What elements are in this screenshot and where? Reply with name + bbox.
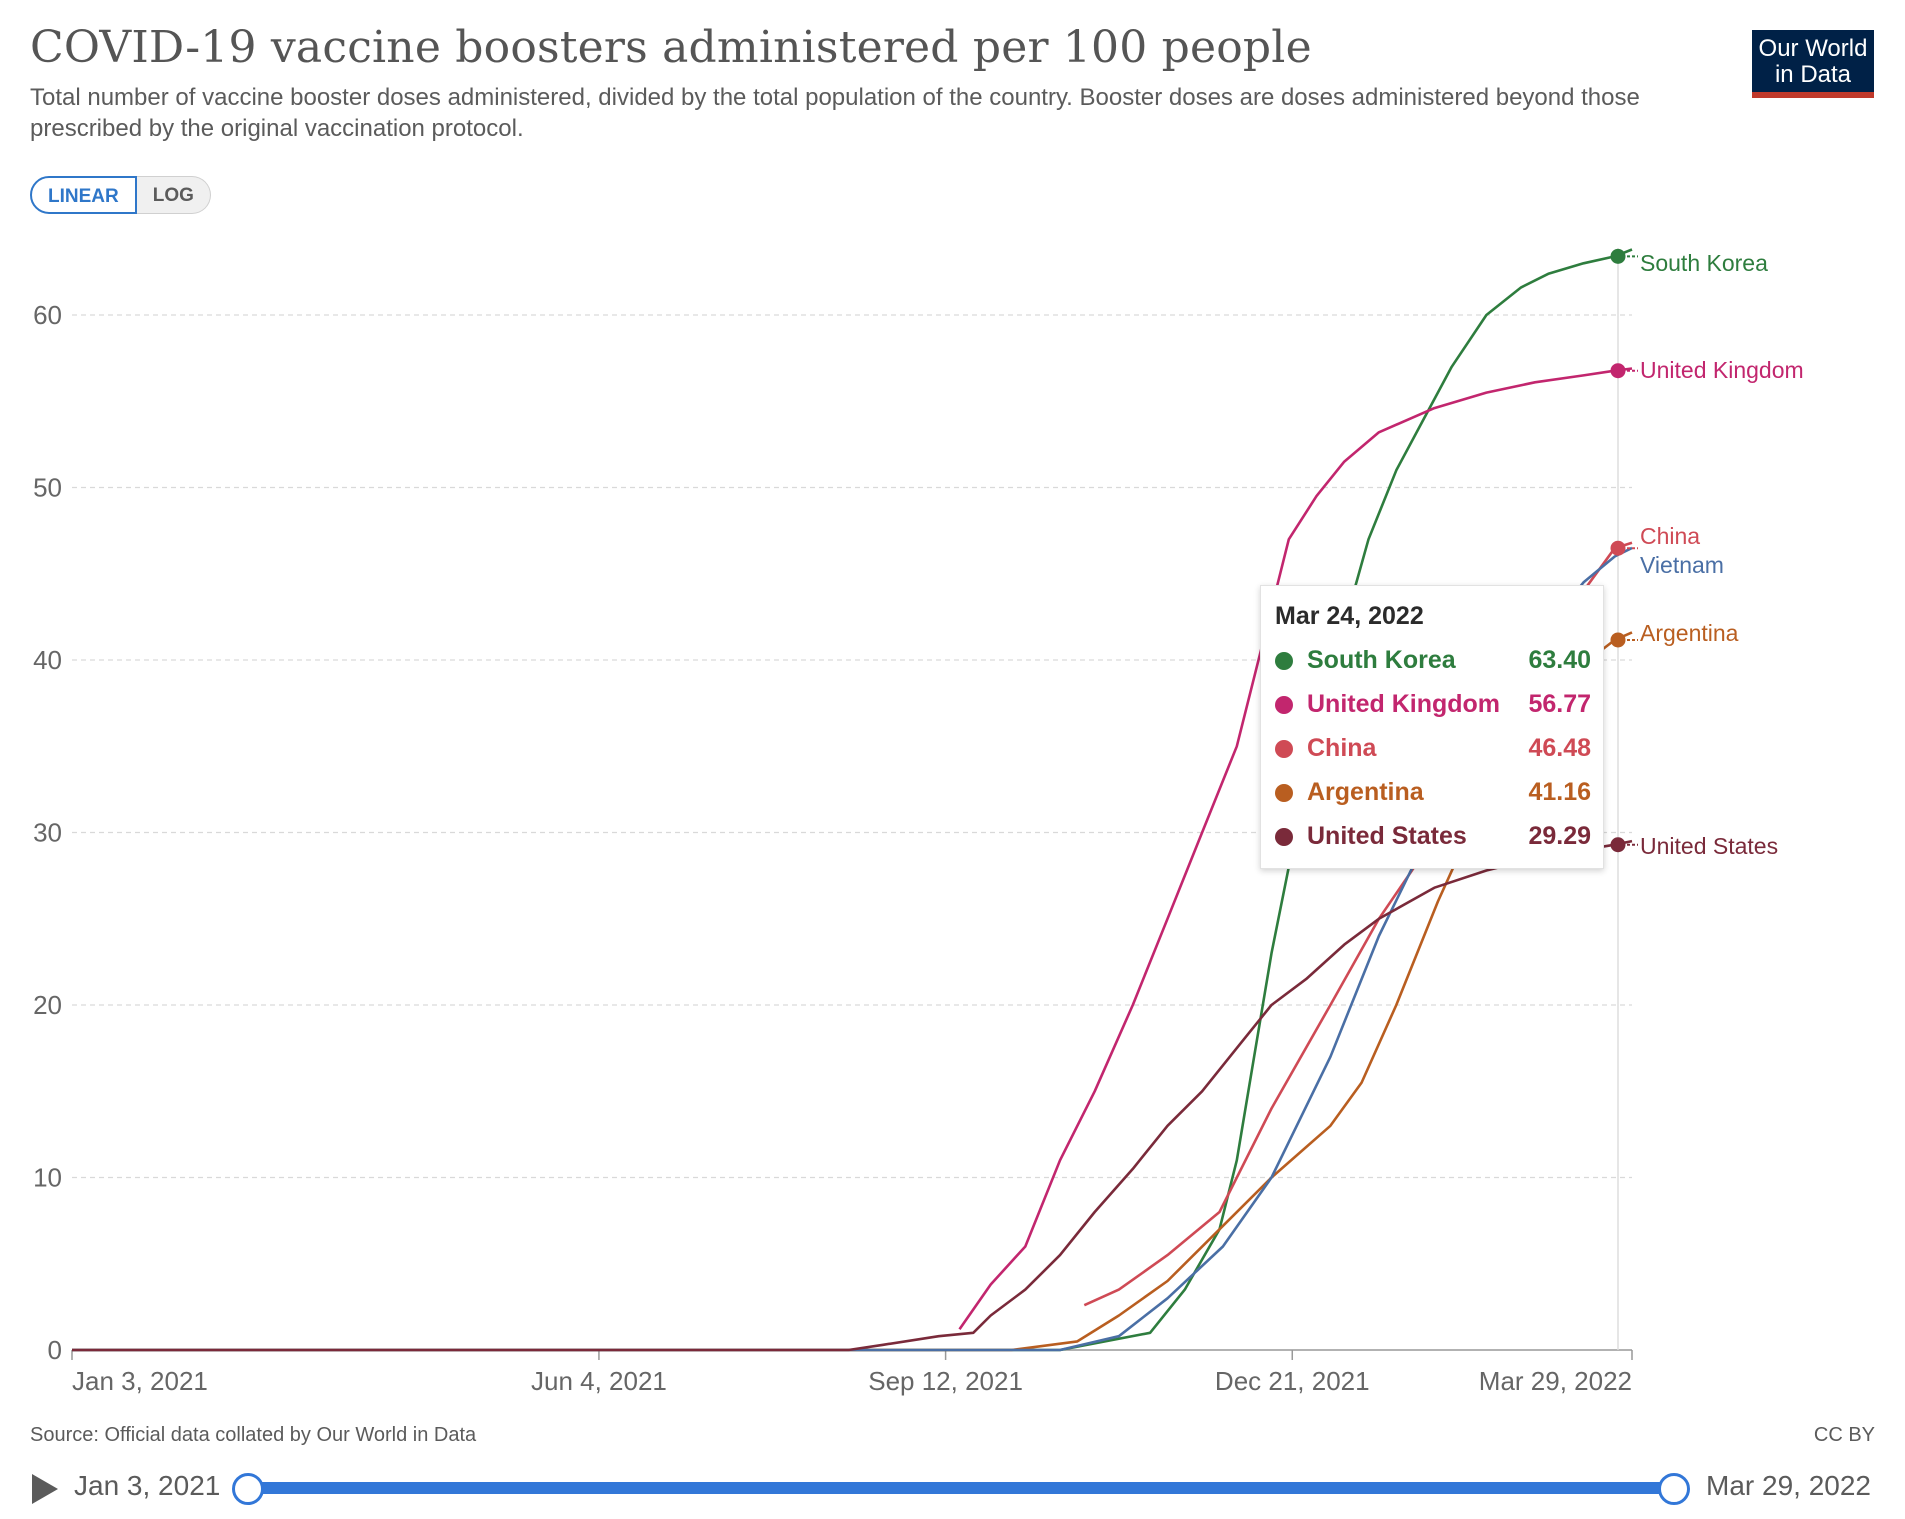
x-tick-label: Jan 3, 2021 <box>72 1366 208 1396</box>
tooltip-series-name: United Kingdom <box>1307 690 1501 718</box>
end-marker-united-kingdom <box>1610 363 1626 379</box>
end-label-vietnam[interactable]: Vietnam <box>1640 552 1724 578</box>
tooltip-series-value: 41.16 <box>1528 778 1591 806</box>
series-line-united-states[interactable] <box>72 839 1633 1352</box>
tooltip-row: South Korea 63.40 <box>1275 644 1591 678</box>
end-label-south-korea[interactable]: South Korea <box>1640 250 1768 276</box>
tooltip-dot <box>1275 828 1293 846</box>
series-line-united-kingdom[interactable] <box>958 367 1633 1331</box>
x-tick-label: Mar 29, 2022 <box>1479 1366 1632 1396</box>
end-marker-south-korea <box>1610 248 1626 264</box>
tooltip-series-value: 63.40 <box>1528 646 1591 674</box>
end-label-united-kingdom[interactable]: United Kingdom <box>1640 357 1804 383</box>
play-icon[interactable] <box>32 1474 58 1504</box>
tooltip-series-value: 46.48 <box>1528 734 1591 762</box>
y-tick-label: 40 <box>33 645 62 675</box>
tooltip-row: Argentina 41.16 <box>1275 776 1591 810</box>
tooltip-dot <box>1275 696 1293 714</box>
tooltip-series-name: United States <box>1307 822 1467 850</box>
license-link[interactable]: CC BY <box>1813 1424 1875 1446</box>
tooltip-series-name: Argentina <box>1307 778 1424 806</box>
hover-tooltip: Mar 24, 2022 South Korea 63.40 United King… <box>1260 585 1604 869</box>
tooltip-series-value: 29.29 <box>1528 822 1591 850</box>
timeline-start-label: Jan 3, 2021 <box>74 1470 221 1501</box>
y-tick-label: 60 <box>33 300 62 330</box>
timeline: Jan 3, 2021 Mar 29, 2022 <box>0 1460 1905 1510</box>
timeline-end-label: Mar 29, 2022 <box>1706 1470 1871 1501</box>
logo-line-1: Our World <box>1758 35 1868 62</box>
tooltip-series-name: South Korea <box>1307 646 1456 674</box>
end-marker-argentina <box>1610 632 1626 648</box>
source-note[interactable]: Source: Official data collated by Our Wo… <box>30 1424 477 1446</box>
end-markers <box>1610 248 1638 853</box>
x-tick-label: Sep 12, 2021 <box>868 1366 1023 1396</box>
chart-title: COVID-19 vaccine boosters administered p… <box>30 22 1312 73</box>
y-tick-label: 10 <box>33 1163 62 1193</box>
timeline-track[interactable] <box>246 1482 1675 1494</box>
timeline-start-handle[interactable] <box>232 1473 264 1505</box>
tooltip-row: United States 29.29 <box>1275 820 1591 854</box>
logo-line-2: in Data <box>1774 61 1852 88</box>
tooltip-dot <box>1275 652 1293 670</box>
tooltip-series-value: 56.77 <box>1528 690 1591 718</box>
end-label-united-states[interactable]: United States <box>1640 833 1778 859</box>
tooltip-dot <box>1275 740 1293 758</box>
end-label-china[interactable]: China <box>1640 523 1700 549</box>
tooltip-series-name: China <box>1307 734 1377 762</box>
end-label-argentina[interactable]: Argentina <box>1640 620 1739 646</box>
timeline-end-handle[interactable] <box>1658 1473 1690 1505</box>
end-labels: South Korea United Kingdom China Vietnam Arg… <box>1640 250 1804 859</box>
chart-subtitle: Total number of vaccine booster doses ad… <box>30 84 1640 142</box>
tooltip-date: Mar 24, 2022 <box>1275 602 1424 630</box>
y-tick-label: 0 <box>48 1335 62 1365</box>
end-marker-united-states <box>1610 837 1626 853</box>
y-tick-label: 50 <box>33 473 62 503</box>
end-marker-china <box>1610 540 1626 556</box>
log-scale-button[interactable]: LOG <box>136 176 211 214</box>
y-tick-label: 30 <box>33 818 62 848</box>
linear-scale-button[interactable]: LINEAR <box>30 176 137 214</box>
scale-toggle: LINEAR LOG <box>30 176 211 214</box>
tooltip-row: United Kingdom 56.77 <box>1275 688 1591 722</box>
tooltip-row: China 46.48 <box>1275 732 1591 766</box>
owid-logo[interactable]: Our World in Data <box>1752 30 1874 98</box>
y-axis-ticks: 0 10 20 30 40 50 60 <box>33 300 62 1365</box>
tooltip-dot <box>1275 784 1293 802</box>
y-tick-label: 20 <box>33 990 62 1020</box>
x-tick-label: Dec 21, 2021 <box>1215 1366 1370 1396</box>
x-tick-label: Jun 4, 2021 <box>531 1366 667 1396</box>
